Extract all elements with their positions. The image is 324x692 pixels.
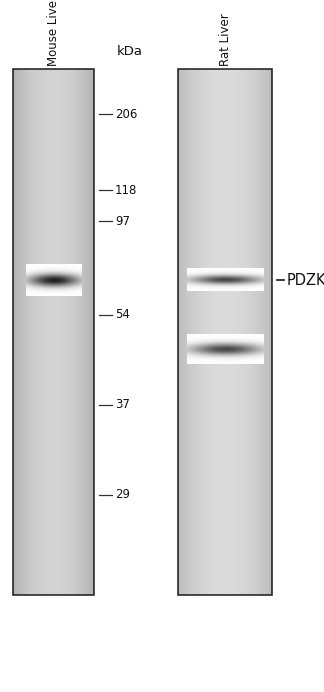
Text: 118: 118 (115, 184, 137, 197)
Bar (178, 69, 272, 595)
Text: 29: 29 (115, 489, 130, 501)
Text: 37: 37 (115, 399, 130, 411)
Text: Mouse Liver: Mouse Liver (47, 0, 60, 66)
Text: Rat Liver: Rat Liver (219, 13, 232, 66)
Text: kDa: kDa (117, 46, 143, 58)
Bar (13, 69, 94, 595)
Text: 206: 206 (115, 108, 137, 120)
Text: 54: 54 (115, 309, 130, 321)
Text: 97: 97 (115, 215, 130, 228)
Text: PDZK1: PDZK1 (287, 273, 324, 288)
